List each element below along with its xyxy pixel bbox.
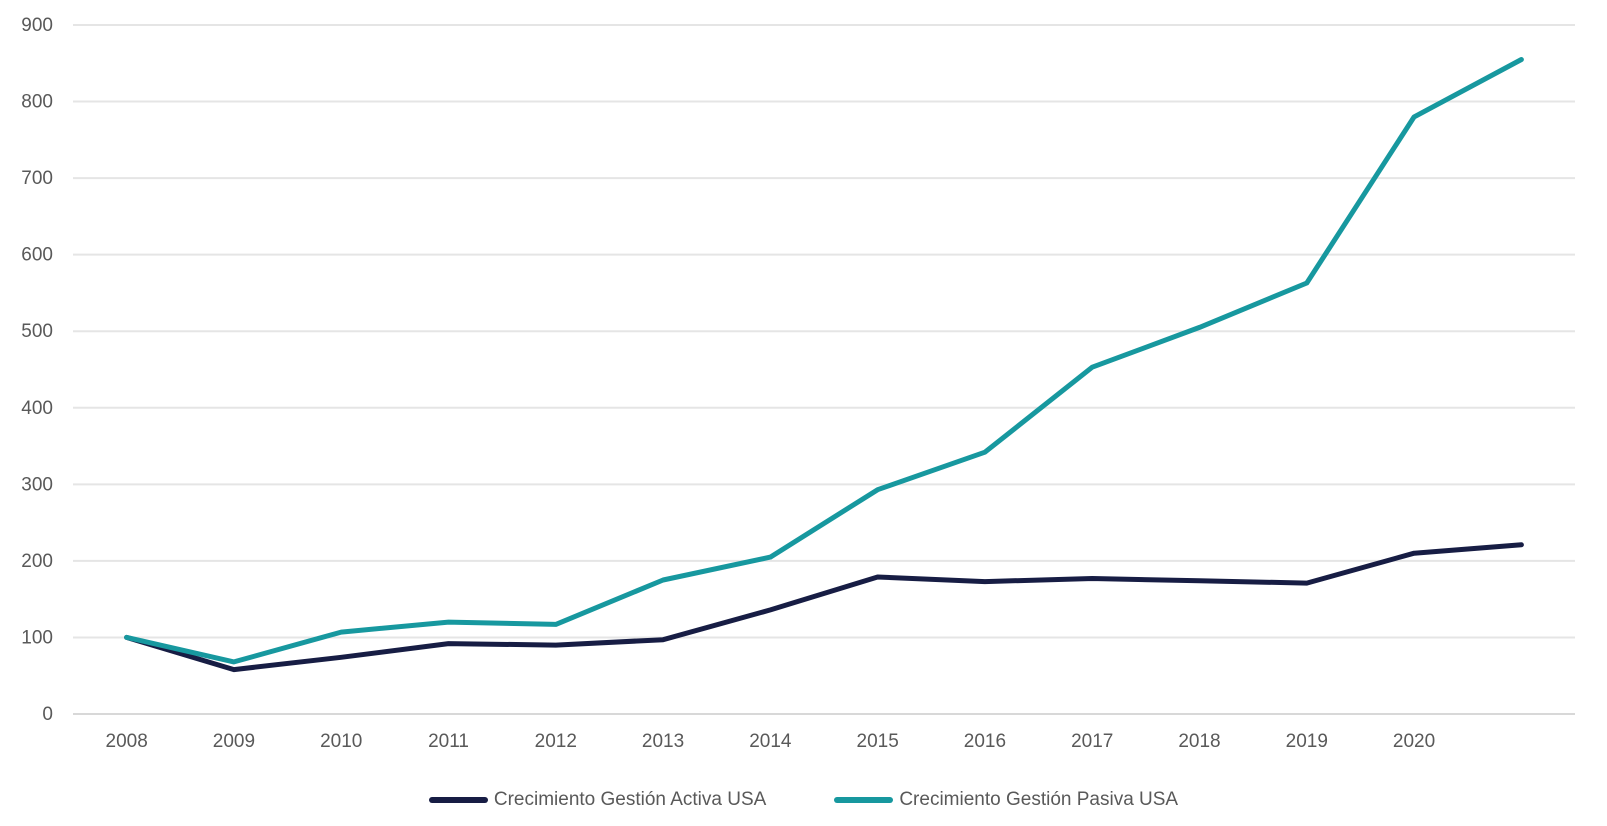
y-axis-tick-label: 100 (21, 627, 53, 648)
x-axis-tick-label: 2014 (749, 731, 792, 752)
legend-item-pasiva: Crecimiento Gestión Pasiva USA (834, 789, 1178, 811)
x-axis-tick-label: 2016 (964, 731, 1006, 752)
y-axis-tick-label: 500 (21, 321, 53, 342)
x-axis-tick-label: 2011 (428, 731, 469, 752)
legend-label-activa: Crecimiento Gestión Activa USA (493, 789, 767, 810)
y-axis-tick-label: 400 (21, 398, 53, 419)
series-line-activa (124, 542, 1524, 673)
y-axis-tick-label: 300 (21, 474, 53, 495)
x-axis-tick-label: 2010 (320, 731, 362, 752)
series-line-pasiva (124, 57, 1524, 665)
y-axis-tick-label: 200 (21, 551, 53, 572)
legend-swatch-activa (428, 797, 488, 803)
x-axis-tick-label: 2017 (1071, 731, 1113, 752)
x-axis-tick-label: 2019 (1286, 731, 1328, 752)
y-axis-tick-label: 600 (21, 245, 53, 266)
x-axis-tick-label: 2020 (1393, 731, 1435, 752)
x-axis-tick-label: 2009 (213, 731, 255, 752)
x-axis-tick-label: 2015 (857, 731, 899, 752)
chart-legend: Crecimiento Gestión Activa USA Crecimien… (0, 789, 1607, 811)
legend-label-pasiva: Crecimiento Gestión Pasiva USA (899, 789, 1179, 810)
y-axis-tick-label: 800 (21, 92, 53, 113)
x-axis-tick-label: 2012 (535, 731, 577, 752)
y-axis-tick-label: 900 (21, 15, 53, 36)
x-axis-tick-label: 2018 (1178, 731, 1220, 752)
legend-swatch-pasiva (834, 797, 894, 803)
y-axis-tick-label: 700 (21, 168, 53, 189)
legend-item-activa: Crecimiento Gestión Activa USA (428, 789, 767, 811)
x-axis-tick-label: 2013 (642, 731, 684, 752)
y-axis-tick-label: 0 (42, 704, 53, 725)
x-axis-tick-label: 2008 (106, 731, 148, 752)
